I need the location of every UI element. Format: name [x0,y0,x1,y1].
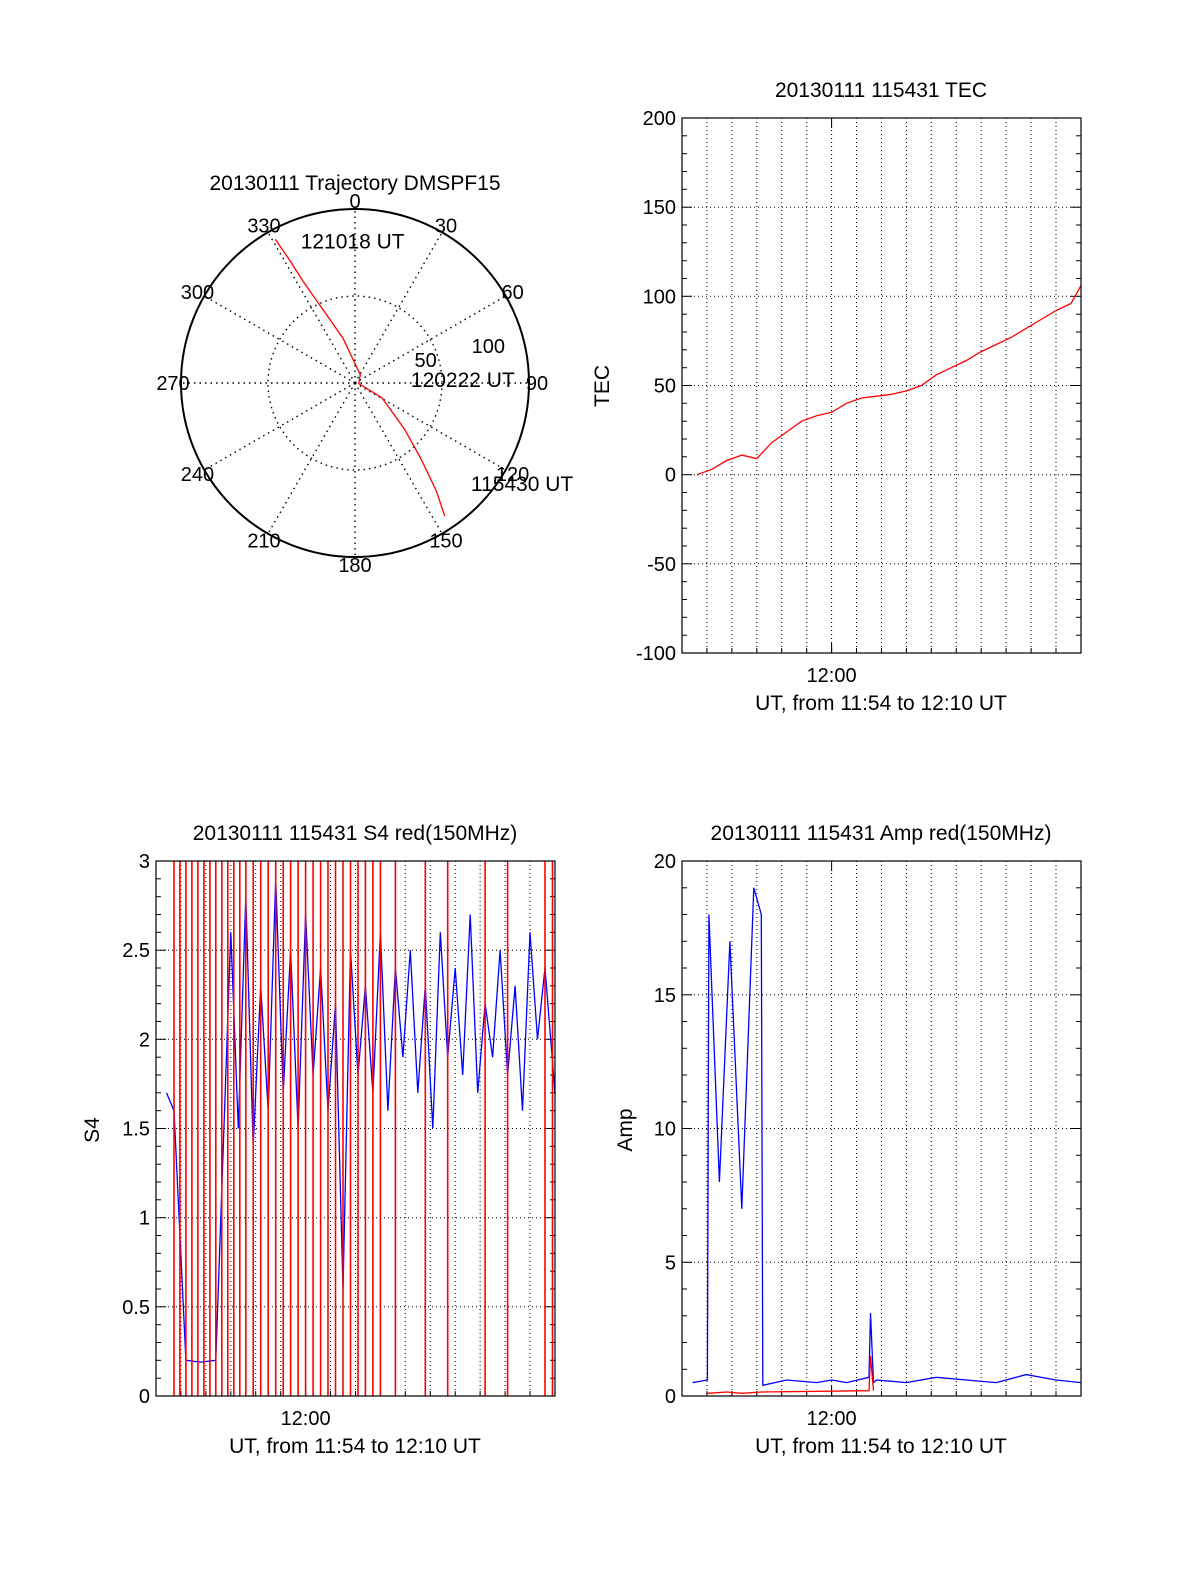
polar-spoke [354,231,443,384]
polar-grid [180,208,530,558]
polar-spoke [203,382,356,471]
y-tick-label: 0 [139,1386,150,1408]
y-tick-label: 0 [665,465,676,487]
y-tick-label: 5 [665,1252,676,1274]
trajectory-time-label: 120222 UT [411,369,515,392]
polar-azimuth-label: 0 [349,191,360,213]
y-tick-label: 20 [654,851,676,873]
x-tick-label: 12:00 [807,665,857,687]
trajectory-path [274,238,446,517]
plot-grid [156,861,555,1396]
y-tick-label: 200 [643,108,676,130]
y-tick-label: 100 [643,286,676,308]
polar-outer-circle [180,208,530,558]
x-tick-label: 12:00 [281,1408,331,1430]
polar-radial-label: 50 [414,350,436,372]
polar-azimuth-label: 270 [156,373,189,395]
amp-chart-panel: 20130111 115431 Amp red(150MHz) UT, from… [614,822,1082,1458]
polar-azimuth-label: 210 [247,531,280,553]
y-tick-label: 3 [139,851,150,873]
y-tick-label: 10 [654,1119,676,1141]
y-tick-label: 15 [654,985,676,1007]
amp-chart-title: 20130111 115431 Amp red(150MHz) [711,822,1052,845]
y-tick-label: 50 [654,376,676,398]
series-group [692,887,1081,1394]
polar-trajectory-panel: 20130111 Trajectory DMSPF15 0 30 60 90 120 15… [156,172,573,577]
polar-chart-title: 20130111 Trajectory DMSPF15 [209,172,500,195]
amp-x-axis-label: UT, from 11:54 to 12:10 UT [755,1435,1007,1458]
polar-spoke [203,295,356,384]
y-tick-label: 2 [139,1029,150,1051]
trajectory-time-label: 121018 UT [301,231,405,254]
series-group [696,285,1081,476]
y-tick-label: 1.5 [122,1119,150,1141]
s4-y-axis-label: S4 [81,1117,104,1143]
polar-azimuth-label: 180 [338,555,371,577]
polar-spoke [267,382,356,535]
blue-series-line [692,887,1081,1387]
tec-chart-title: 20130111 115431 TEC [775,79,987,102]
y-tick-label: 1 [139,1208,150,1230]
polar-azimuth-labels: 0 30 60 90 120 150 180 210 240 270 300 330 50 100 [156,191,548,577]
plot-frame [155,860,556,1397]
y-tick-label: 0.5 [122,1297,150,1319]
polar-spoke [267,231,356,384]
trajectory-annotations: 121018 UT 120222 UT 115430 UT [301,231,574,497]
red-series-line [696,285,1081,476]
polar-azimuth-label: 150 [429,531,462,553]
polar-spoke [354,295,507,384]
polar-azimuth-label: 120 [496,464,529,486]
red-series-line [707,1355,875,1394]
tec-plot-area: -100 -50 0 50 100 150 200 12:00 [636,108,1082,687]
plot-grid [682,861,1081,1396]
y-tick-label: -50 [647,554,676,576]
s4-chart-panel: 20130111 115431 S4 red(150MHz) UT, from … [81,822,556,1458]
y-tick-label: 150 [643,197,676,219]
s4-x-axis-label: UT, from 11:54 to 12:10 UT [229,1435,481,1458]
series-group [165,861,555,1396]
trajectory-line [274,238,446,517]
y-tick-label: 0 [665,1386,676,1408]
polar-azimuth-label: 90 [526,373,548,395]
tec-chart-panel: 20130111 115431 TEC UT, from 11:54 to 12… [591,79,1082,715]
polar-azimuth-label: 240 [181,464,214,486]
polar-azimuth-label: 330 [247,215,280,237]
plot-grid [682,118,1081,653]
polar-inner-circle [267,295,443,471]
plot-frame [681,117,1082,654]
s4-chart-title: 20130111 115431 S4 red(150MHz) [193,822,518,845]
tec-x-axis-label: UT, from 11:54 to 12:10 UT [755,692,1007,715]
trajectory-time-label: 115430 UT [471,473,574,496]
polar-radial-label: 100 [472,336,505,358]
y-tick-label: -100 [636,643,676,665]
polar-azimuth-label: 60 [501,282,523,304]
amp-plot-area: 0 5 10 15 20 12:00 [654,851,1082,1430]
plot-frame [681,860,1082,1397]
blue-series-line [165,878,555,1363]
amp-y-axis-label: Amp [614,1108,637,1151]
polar-azimuth-label: 30 [435,215,457,237]
y-tick-label: 2.5 [122,940,150,962]
x-tick-label: 12:00 [807,1408,857,1430]
polar-azimuth-label: 300 [181,282,214,304]
polar-spoke [354,382,443,535]
s4-plot-area: 0 0.5 1 1.5 2 2.5 3 12:00 [122,851,556,1430]
tec-y-axis-label: TEC [591,365,614,407]
polar-spoke [354,382,507,471]
